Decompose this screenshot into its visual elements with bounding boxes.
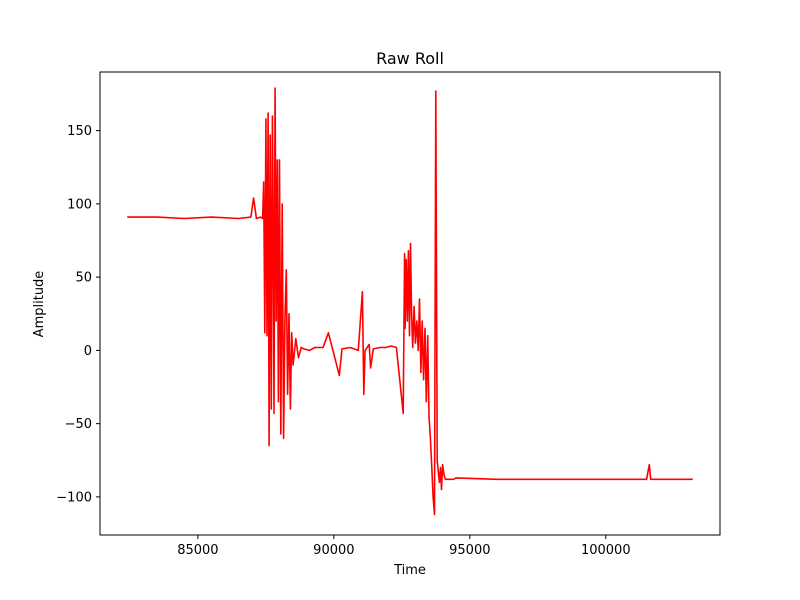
x-tick-label: 95000 (449, 543, 490, 558)
plot-area (127, 87, 693, 516)
axis-ticks: 85000 90000 95000 100000 −100 −50 0 50 100 150 (56, 124, 630, 558)
y-axis-label: Amplitude (32, 271, 47, 338)
y-tick-label: 50 (75, 271, 92, 286)
x-tick-label: 100000 (581, 543, 631, 558)
x-tick-label: 90000 (313, 543, 354, 558)
y-tick-label: 100 (67, 197, 92, 212)
x-tick-label: 85000 (177, 543, 218, 558)
y-tick-label: 0 (84, 344, 92, 359)
plot-frame (99, 71, 721, 536)
y-tick-label: −100 (56, 490, 92, 505)
y-tick-label: 150 (67, 124, 92, 139)
chart-title: Raw Roll (376, 49, 444, 68)
x-axis-label: Time (393, 563, 426, 578)
series-line-0 (127, 87, 693, 516)
y-tick-label: −50 (65, 417, 92, 432)
